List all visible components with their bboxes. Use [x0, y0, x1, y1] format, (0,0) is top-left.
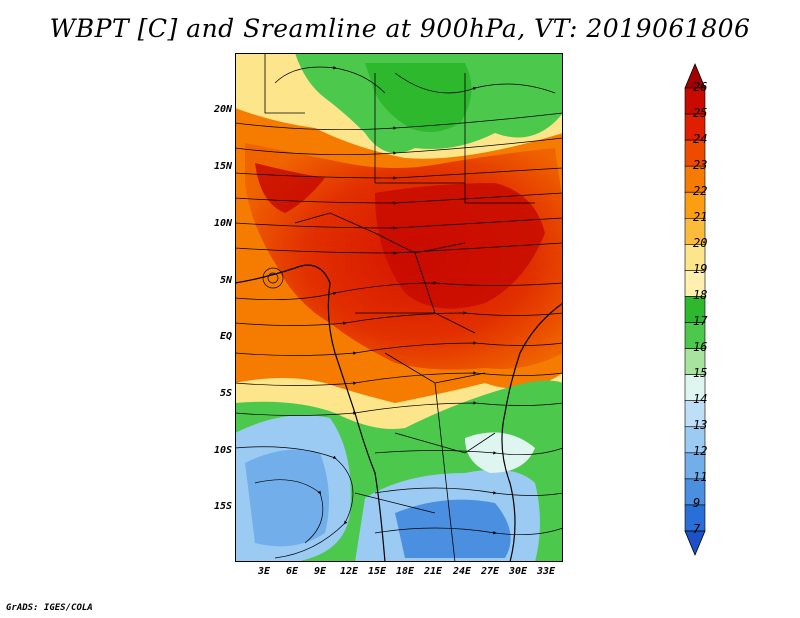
- colorbar-label: 16: [693, 340, 708, 354]
- lon-label-33e: 33E: [536, 566, 556, 577]
- color-bar: [684, 62, 706, 557]
- colorbar-label: 17: [693, 314, 708, 328]
- lat-label-5n: 5N: [219, 275, 232, 286]
- colorbar-label: 7: [693, 522, 701, 536]
- colorbar-label: 11: [693, 470, 708, 484]
- grads-credit: GrADS: IGES/COLA: [6, 603, 93, 613]
- colorbar-label: 18: [693, 288, 708, 302]
- lat-label-20n: 20N: [213, 104, 232, 115]
- streamlines: [235, 66, 563, 559]
- weather-map: [235, 53, 563, 562]
- lon-label-30e: 30E: [508, 566, 528, 577]
- colorbar-label: 25: [693, 106, 708, 120]
- south-lightblue-patch: [465, 432, 535, 473]
- lon-label-9e: 9E: [313, 566, 327, 577]
- colorbar-label: 22: [693, 184, 708, 198]
- north-cool-zone-inner: [365, 63, 472, 132]
- colorbar-label: 20: [693, 236, 708, 250]
- map-title: WBPT [C] and Sreamline at 900hPa, VT: 20…: [49, 14, 751, 43]
- colorbar-label: 26: [693, 80, 708, 94]
- hot-core-peak: [255, 163, 545, 309]
- south-blue-east-core: [395, 499, 511, 558]
- lon-label-18e: 18E: [395, 566, 415, 577]
- lon-label-6e: 6E: [285, 566, 299, 577]
- colorbar-label: 23: [693, 158, 708, 172]
- lat-label-15n: 15N: [213, 161, 232, 172]
- colorbar-label: 24: [693, 132, 708, 146]
- colorbar-label: 21: [693, 210, 708, 224]
- lat-label-10s: 10S: [213, 445, 232, 456]
- lon-label-3e: 3E: [257, 566, 271, 577]
- lon-label-12e: 12E: [339, 566, 359, 577]
- colorbar-label: 15: [693, 366, 708, 380]
- colorbar-label: 19: [693, 262, 708, 276]
- colorbar-label: 9: [693, 496, 701, 510]
- colorbar-label: 12: [693, 444, 708, 458]
- coastline-east: [501, 302, 563, 562]
- south-blue-west-core: [245, 449, 329, 547]
- colorbar-label: 14: [693, 392, 708, 406]
- lon-label-15e: 15E: [367, 566, 387, 577]
- lon-label-27e: 27E: [480, 566, 500, 577]
- lat-label-eq: EQ: [219, 331, 232, 342]
- lat-label-15s: 15S: [213, 501, 232, 512]
- coastline: [235, 264, 386, 562]
- colorbar-label: 13: [693, 418, 708, 432]
- lon-label-24e: 24E: [452, 566, 472, 577]
- map-border: [235, 53, 563, 562]
- lat-label-5s: 5S: [219, 388, 232, 399]
- lon-label-21e: 21E: [423, 566, 443, 577]
- lat-label-10n: 10N: [213, 218, 232, 229]
- colorbar-arrow-bottom: [684, 530, 706, 557]
